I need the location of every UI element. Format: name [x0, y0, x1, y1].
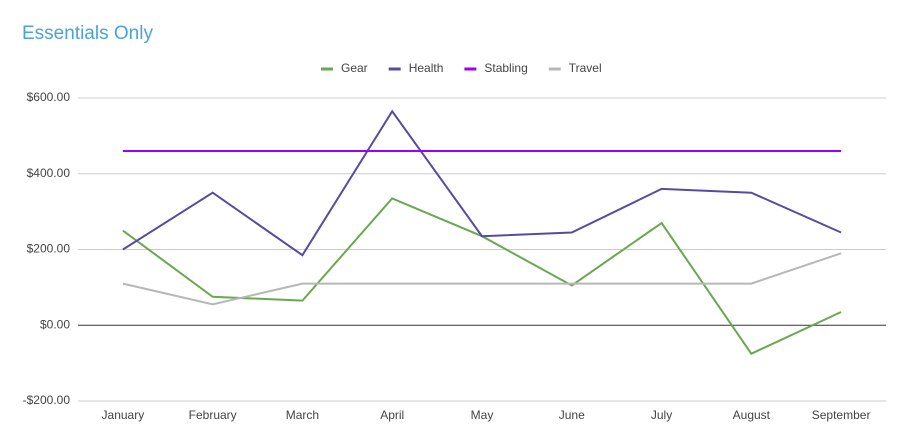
x-tick-label: May	[471, 408, 494, 422]
y-tick-label: $0.00	[40, 317, 70, 331]
legend-label: Gear	[341, 61, 368, 75]
x-tick-label: August	[733, 408, 771, 422]
x-tick-label: September	[812, 408, 871, 422]
y-tick-label: $400.00	[27, 166, 71, 180]
series-line	[122, 197, 842, 355]
legend-label: Health	[409, 61, 444, 75]
x-tick-label: June	[559, 408, 585, 422]
series-line	[122, 109, 842, 257]
chart-title: Essentials Only	[22, 23, 153, 44]
legend-label: Travel	[569, 61, 602, 75]
legend-label: Stabling	[484, 61, 527, 75]
series-line	[122, 252, 842, 306]
x-tick-label: July	[651, 408, 672, 422]
y-tick-label: $200.00	[27, 242, 71, 256]
x-tick-label: February	[189, 408, 237, 422]
x-tick-label: January	[102, 408, 145, 422]
y-tick-label: $600.00	[27, 90, 71, 104]
y-tick-label: -$200.00	[23, 393, 71, 407]
x-tick-label: April	[380, 408, 404, 422]
x-tick-label: March	[286, 408, 319, 422]
